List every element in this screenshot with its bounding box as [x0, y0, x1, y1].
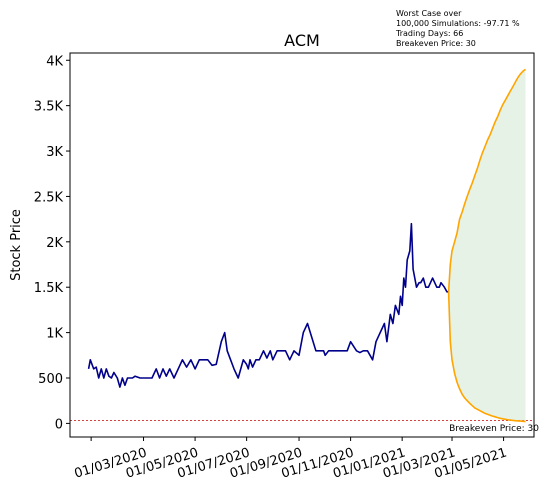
y-tick-label: 4K [46, 54, 63, 69]
simulation-annotation: Worst Case over 100,000 Simulations: -97… [395, 9, 520, 48]
y-tick-label: 2.5K [34, 190, 64, 205]
simulation-upper-line [447, 68, 526, 292]
x-axis: 01/03/202001/05/202001/07/202001/09/2020… [73, 437, 509, 482]
plot-frame [69, 52, 535, 438]
simulation-range-fill [448, 69, 526, 422]
y-tick-label: 1.5K [34, 281, 64, 296]
history-line [87, 222, 449, 388]
simulation-lower-line [447, 291, 526, 423]
chart-title: ACM [284, 31, 320, 50]
y-tick-label: 500 [38, 372, 63, 387]
y-tick-label: 3.5K [34, 100, 64, 115]
y-axis-label: Stock Price [9, 209, 24, 281]
y-tick-label: 2K [46, 236, 63, 251]
breakeven-label: Breakeven Price: 30 [449, 424, 539, 434]
plot-area [70, 68, 534, 423]
y-tick-label: 3K [46, 145, 63, 160]
y-axis: 0 500 1K 1.5K 2K 2.5K 3K 3.5K 4K [34, 54, 70, 432]
y-tick-label: 0 [55, 417, 63, 432]
annotation-line-1: Worst Case over [396, 9, 462, 18]
annotation-line-3: Trading Days: 66 [395, 29, 463, 38]
y-tick-label: 1K [46, 327, 63, 342]
annotation-line-4: Breakeven Price: 30 [396, 39, 476, 48]
annotation-line-2: 100,000 Simulations: -97.71 % [396, 19, 520, 28]
